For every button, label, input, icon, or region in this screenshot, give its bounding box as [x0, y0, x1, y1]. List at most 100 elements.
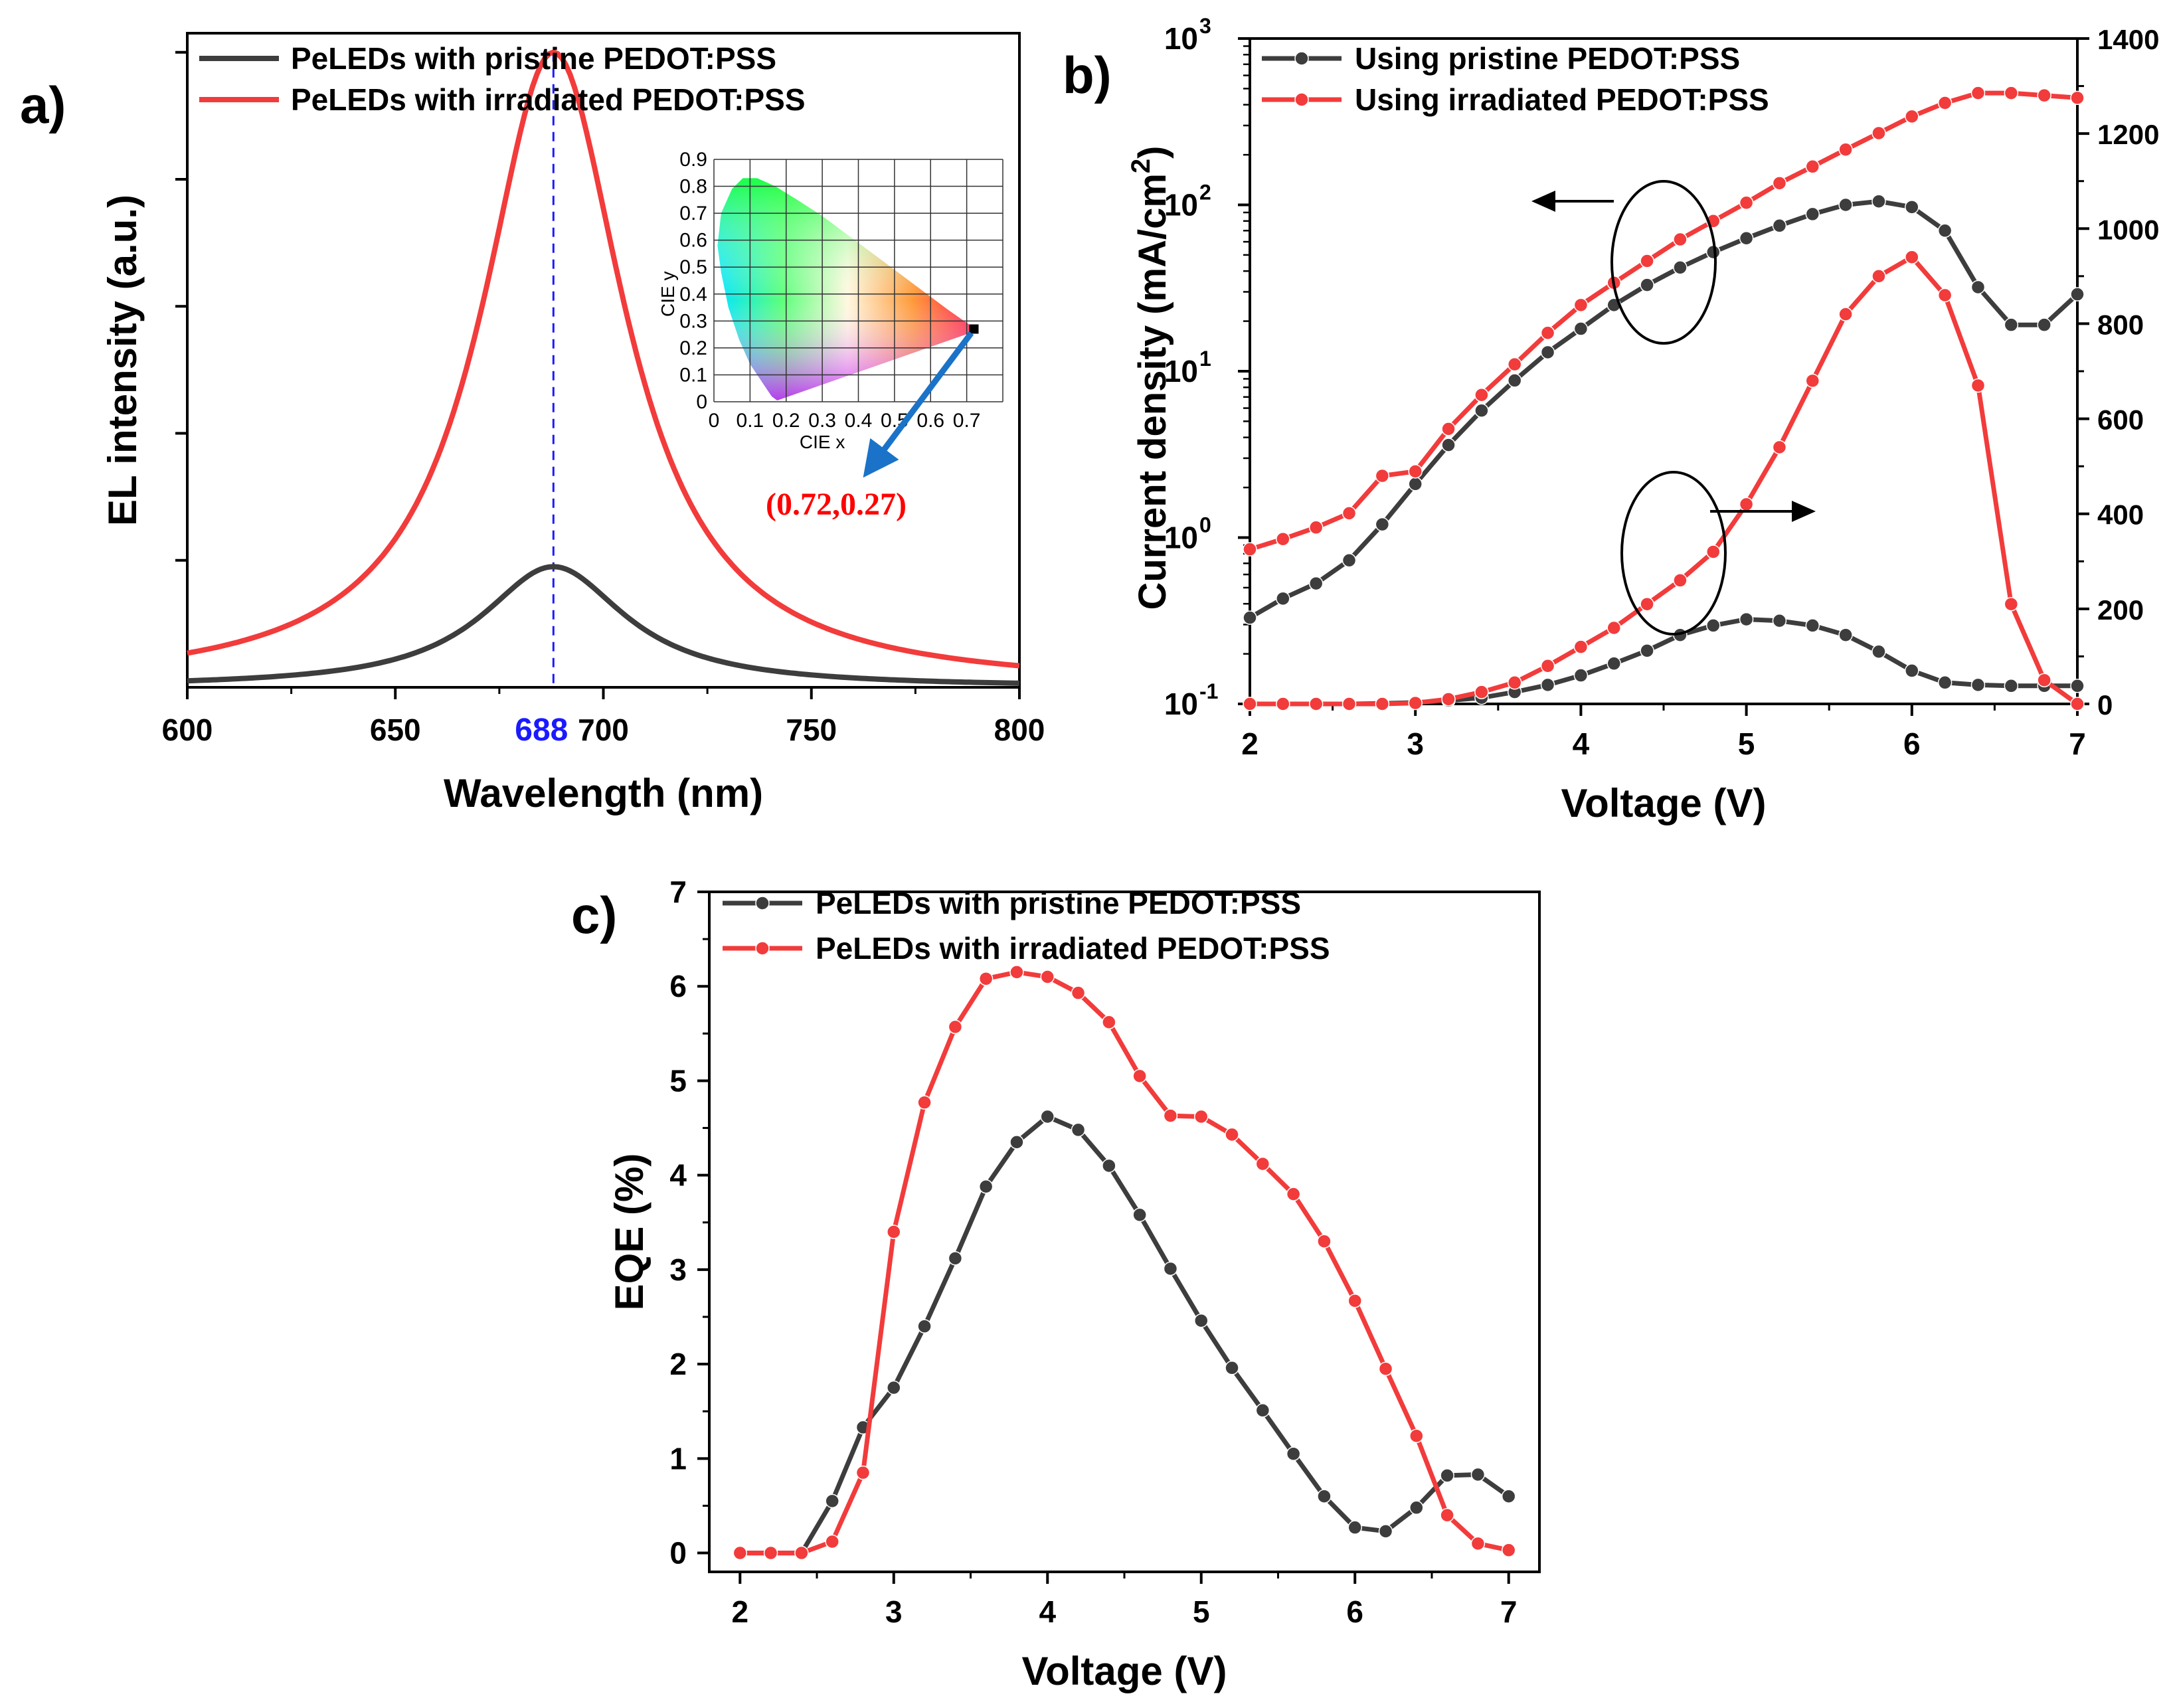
cie-x-tick-label: 0.7: [953, 410, 981, 432]
data-point-b-0: [1243, 610, 1257, 625]
x-tick-label-a: 650: [370, 713, 421, 747]
data-point-b-1: [1673, 232, 1688, 247]
data-point-c-1: [978, 972, 994, 986]
x-tick-label-c: 7: [1500, 1594, 1518, 1629]
y-tick-label-c: 7: [669, 875, 687, 909]
cie-x-tick-label: 0.2: [772, 410, 800, 432]
data-point-b-0: [1970, 280, 1986, 295]
legend-entry-b-0: Using pristine PEDOT:PSS: [1355, 41, 1740, 76]
data-point-c-1: [1440, 1507, 1454, 1523]
series-line-a-0: [187, 564, 1020, 686]
x-tick-label-a: 600: [162, 713, 213, 747]
data-point-b-2: [1905, 663, 1919, 678]
data-point-b-1: [1540, 325, 1555, 341]
x-axis-label-a: Wavelength (nm): [444, 771, 763, 815]
data-point-b-1: [1871, 126, 1886, 141]
data-point-c-0: [1163, 1261, 1178, 1276]
data-point-c-1: [1470, 1536, 1486, 1551]
data-point-b-1: [1474, 387, 1489, 402]
data-point-c-1: [794, 1545, 809, 1561]
data-point-b-1: [1276, 531, 1290, 547]
data-point-c-0: [1071, 1122, 1086, 1138]
data-point-b-0: [1507, 373, 1522, 388]
y-tick-label-c: 4: [669, 1158, 687, 1193]
data-point-c-0: [978, 1179, 994, 1194]
data-point-b-3: [1640, 596, 1654, 612]
y-tick-exp-b-left: 1: [1199, 347, 1211, 371]
data-point-b-3: [1474, 685, 1489, 699]
data-point-b-0: [1408, 477, 1423, 491]
y-tick-label-b-right: 800: [2097, 309, 2144, 340]
y-axis-label-c: EQE (%): [607, 1153, 652, 1311]
data-point-b-3: [1706, 545, 1721, 559]
data-point-b-1: [1573, 298, 1589, 313]
data-point-b-0: [1540, 345, 1555, 360]
y-tick-label-b-left: 10: [1164, 354, 1198, 388]
y-axis-label-b-sup: 2: [1126, 159, 1156, 173]
cie-y-tick-label: 0.3: [679, 310, 707, 332]
data-point-b-0: [2004, 317, 2019, 332]
data-point-b-0: [1276, 591, 1290, 606]
x-tick-label-b: 5: [1738, 726, 1755, 761]
data-point-c-1: [733, 1545, 748, 1561]
cie-x-tick-label: 0.1: [737, 410, 764, 432]
series-line-a-1: [187, 49, 1020, 669]
data-point-b-2: [1772, 614, 1787, 628]
data-point-b-1: [2070, 90, 2085, 106]
data-point-c-1: [1132, 1068, 1147, 1084]
data-point-b-0: [2070, 287, 2085, 301]
x-axis-label-b: Voltage (V): [1561, 781, 1767, 825]
data-point-b-3: [1507, 675, 1522, 690]
data-point-b-3: [1573, 640, 1589, 654]
data-point-b-0: [1772, 218, 1787, 233]
y-axis-label-a: EL intensity (a.u.): [100, 195, 145, 526]
data-point-b-2: [1838, 628, 1853, 642]
ellipse-annotation-upper: [1610, 180, 1717, 345]
data-point-c-0: [1501, 1489, 1516, 1503]
panel-c: c) 2 3 4 5 6 7 0 1 2 3 4 5 6 7 PeLEDs with pristine PED…: [571, 875, 1541, 1693]
cie-x-tick-label: 0.6: [916, 410, 944, 432]
cie-inset: 0 0.1 0.2 0.3 0.4 0.5 0.6 0.700.10.20.30.40.50.…: [657, 149, 1003, 522]
x-tick-label-c: 5: [1193, 1594, 1210, 1629]
cie-y-tick-label: 0.4: [679, 284, 707, 305]
data-point-b-2: [1739, 612, 1754, 627]
y-tick-label-c: 6: [669, 969, 687, 1003]
panel-label-b: b): [1063, 46, 1112, 104]
data-point-b-1: [1772, 176, 1787, 191]
y-tick-label-b-left: 10: [1164, 521, 1198, 555]
y-tick-label-b-right: 1200: [2097, 119, 2159, 150]
x-tick-label-a: 800: [994, 713, 1045, 747]
cie-gamut-overlay: [717, 178, 978, 400]
legend-marker-c-0: [755, 896, 770, 910]
x-tick-label-b: 2: [1241, 726, 1259, 761]
legend-entry-c-0: PeLEDs with pristine PEDOT:PSS: [816, 886, 1301, 920]
x-tick-label-c: 3: [885, 1594, 903, 1629]
data-point-c-0: [1132, 1207, 1147, 1223]
data-point-b-2: [1706, 618, 1721, 633]
cie-arrow: [863, 331, 974, 478]
data-point-c-1: [1163, 1108, 1178, 1123]
data-point-b-1: [1905, 109, 1919, 124]
legend-marker-c-1: [755, 941, 770, 956]
cie-y-tick-label: 0.9: [679, 149, 707, 171]
panel-label-c: c): [571, 886, 617, 944]
legend-marker-b-0: [1294, 51, 1309, 66]
data-point-b-2: [1573, 668, 1589, 683]
data-point-b-1: [2004, 86, 2019, 100]
cie-y-tick-label: 0.6: [679, 230, 707, 252]
data-point-b-1: [1308, 520, 1324, 535]
data-point-c-0: [1193, 1313, 1209, 1328]
data-point-b-0: [1871, 194, 1886, 209]
data-point-c-0: [1470, 1467, 1486, 1482]
data-point-b-2: [2070, 679, 2085, 693]
data-point-c-1: [763, 1545, 778, 1561]
y-tick-label-b-left: 10: [1164, 21, 1198, 56]
series-line-b-0: [1249, 199, 2079, 620]
y-tick-label-b-right: 600: [2097, 404, 2144, 436]
data-point-b-0: [1441, 438, 1456, 452]
data-point-b-1: [1838, 142, 1853, 157]
y-tick-label-b-left: 10: [1164, 687, 1198, 721]
x-tick-label-c: 6: [1346, 1594, 1363, 1629]
data-point-c-1: [1255, 1156, 1270, 1171]
